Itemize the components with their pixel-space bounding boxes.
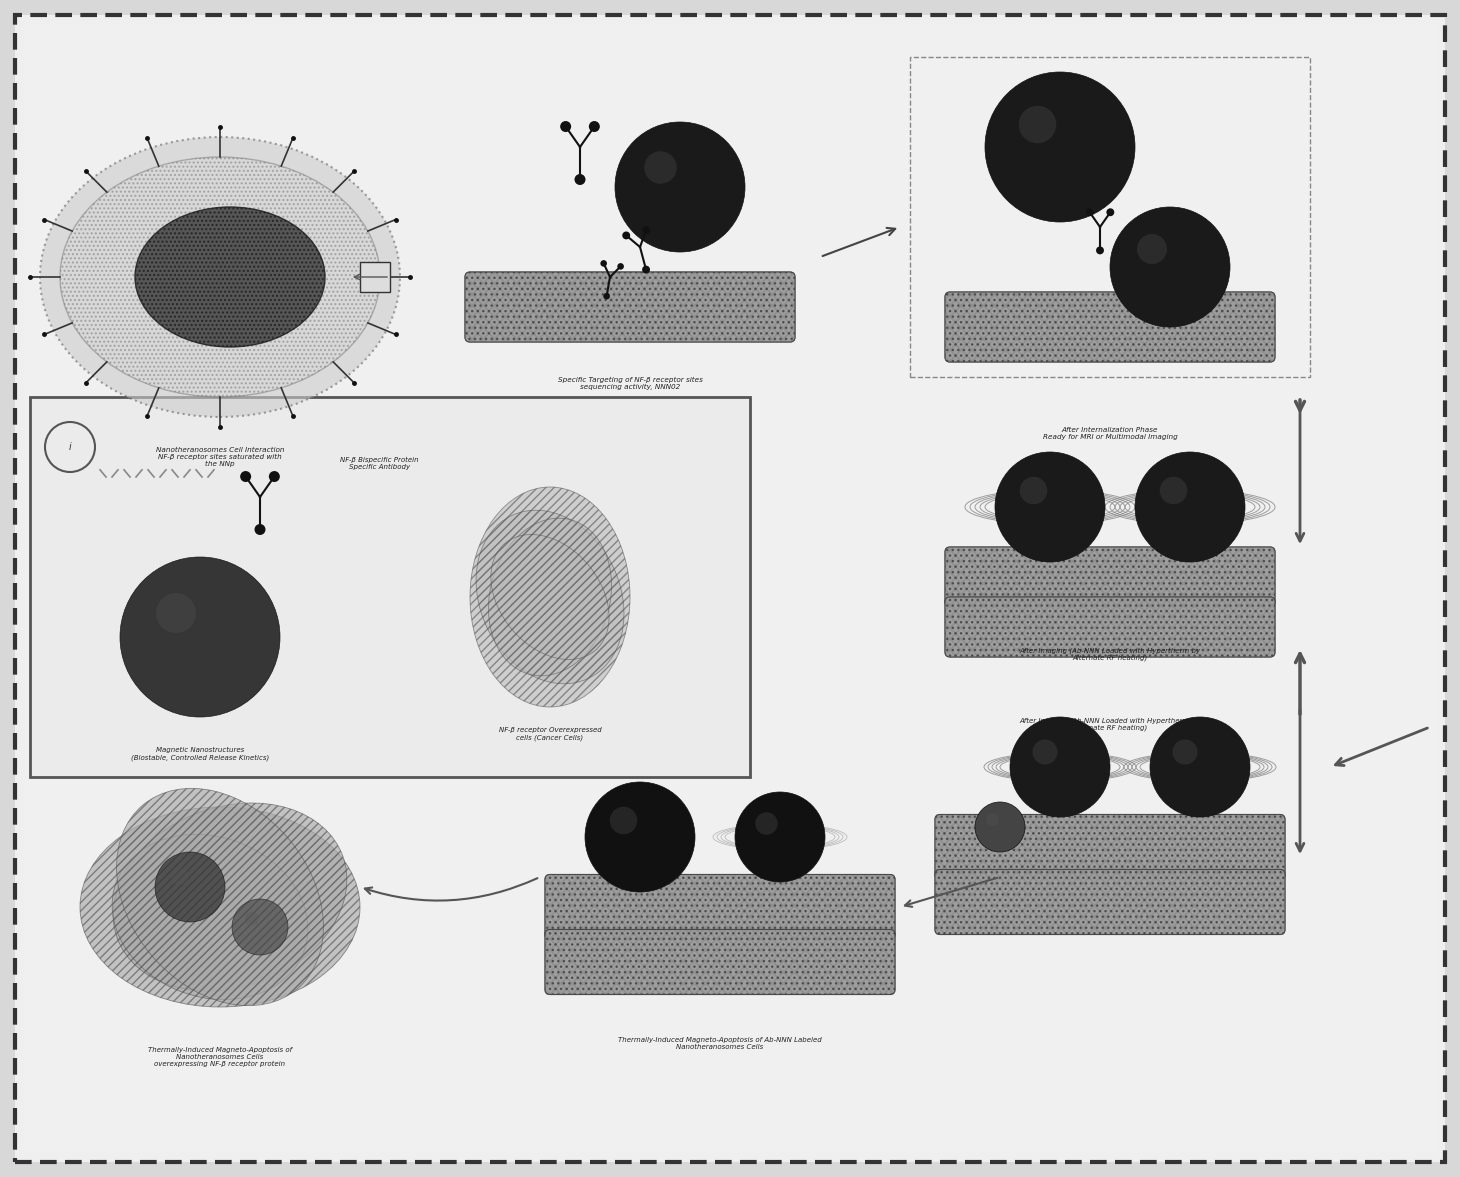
FancyBboxPatch shape [945,292,1275,363]
FancyBboxPatch shape [25,25,1435,1152]
Circle shape [644,152,677,184]
FancyBboxPatch shape [361,262,390,292]
Ellipse shape [112,803,347,991]
Circle shape [1019,477,1047,504]
FancyBboxPatch shape [945,597,1275,657]
Circle shape [171,867,188,885]
Circle shape [588,121,600,132]
FancyBboxPatch shape [545,930,895,995]
Circle shape [975,802,1025,852]
Circle shape [245,912,258,925]
Text: After Imaging (Ab-NNN Loaded with Hypertherm by
Alternate RF heating): After Imaging (Ab-NNN Loaded with Hypert… [1019,647,1200,661]
Circle shape [156,593,196,633]
FancyBboxPatch shape [934,814,1285,879]
Ellipse shape [491,534,609,659]
Circle shape [155,852,225,922]
FancyBboxPatch shape [945,597,1275,657]
Circle shape [254,524,266,536]
Circle shape [987,813,999,826]
Circle shape [603,293,610,299]
Ellipse shape [112,834,308,999]
Circle shape [755,812,778,834]
Circle shape [1150,717,1250,817]
Circle shape [1159,477,1187,504]
Circle shape [561,121,571,132]
Ellipse shape [39,137,400,417]
Circle shape [622,232,631,239]
Circle shape [45,423,95,472]
Text: Nanotheranosomes Cell Interaction
NF-β receptor sites saturated with
the NNp: Nanotheranosomes Cell Interaction NF-β r… [156,447,285,467]
Ellipse shape [134,207,326,347]
Circle shape [600,260,607,267]
Text: Specific Targeting of NF-β receptor sites
sequencing activity, NNN02: Specific Targeting of NF-β receptor site… [558,377,702,391]
Circle shape [585,782,695,892]
Text: i: i [69,443,72,452]
Circle shape [1134,452,1245,561]
Text: Thermally-Induced Magneto-Apoptosis of
Nanotheranosomes Cells
overexpressing NF-: Thermally-Induced Magneto-Apoptosis of N… [147,1048,292,1068]
Circle shape [1032,739,1057,765]
FancyBboxPatch shape [945,292,1275,363]
FancyBboxPatch shape [945,547,1275,607]
Circle shape [120,557,280,717]
Circle shape [996,452,1105,561]
Ellipse shape [60,157,380,397]
Text: NF-β Bispecific Protein
Specific Antibody: NF-β Bispecific Protein Specific Antibod… [340,457,419,471]
Circle shape [1172,739,1197,765]
Circle shape [269,471,280,483]
Circle shape [574,174,585,185]
Circle shape [1137,234,1167,264]
FancyBboxPatch shape [934,814,1285,879]
Ellipse shape [117,789,324,1005]
FancyBboxPatch shape [934,870,1285,935]
FancyBboxPatch shape [545,930,895,995]
Circle shape [1019,106,1056,144]
Circle shape [1010,717,1110,817]
Circle shape [734,792,825,882]
Text: After Imaging (Ab-NNN Loaded with Hypertherm by
Alternate RF heating): After Imaging (Ab-NNN Loaded with Hypert… [1019,717,1200,731]
Circle shape [232,899,288,955]
Ellipse shape [470,487,631,707]
Circle shape [618,264,623,270]
Circle shape [1110,207,1229,327]
FancyBboxPatch shape [545,875,895,939]
Ellipse shape [476,511,623,684]
FancyBboxPatch shape [545,875,895,939]
FancyBboxPatch shape [934,870,1285,935]
Text: After Internalization Phase
Ready for MRI or Multimodal Imaging: After Internalization Phase Ready for MR… [1042,427,1177,440]
Circle shape [1096,246,1104,254]
Text: Magnetic Nanostructures
(Biostable, Controlled Release Kinetics): Magnetic Nanostructures (Biostable, Cont… [131,747,269,760]
FancyBboxPatch shape [15,15,1445,1162]
FancyBboxPatch shape [464,272,796,343]
FancyBboxPatch shape [945,547,1275,607]
Text: NF-β receptor Overexpressed
cells (Cancer Cells): NF-β receptor Overexpressed cells (Cance… [499,727,602,740]
Circle shape [239,471,251,483]
Circle shape [642,226,650,234]
Circle shape [610,806,637,834]
Text: Thermally-Induced Magneto-Apoptosis of Ab-NNN Labeled
Nanotheranosomes Cells: Thermally-Induced Magneto-Apoptosis of A… [618,1037,822,1050]
FancyBboxPatch shape [31,397,750,777]
Circle shape [642,266,650,273]
Ellipse shape [80,807,361,1008]
Circle shape [986,72,1134,222]
Circle shape [615,122,745,252]
Circle shape [1107,208,1114,217]
Circle shape [1086,208,1094,217]
Ellipse shape [489,518,612,676]
FancyBboxPatch shape [464,272,796,343]
